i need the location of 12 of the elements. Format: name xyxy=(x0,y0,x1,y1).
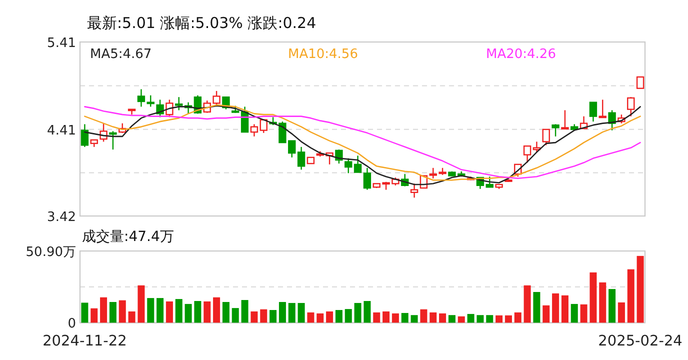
y-tick-label: 3.42 xyxy=(47,210,76,225)
text: MA10:4.56 xyxy=(288,47,358,62)
y-tick-label: 0 xyxy=(68,316,76,332)
chart-title: 最新:5.01 涨幅:5.03% 涨跌:0.24 xyxy=(87,14,316,32)
y-tick-label: 50.90万 xyxy=(26,245,76,260)
y-tick-label: 5.41 xyxy=(47,36,76,51)
chart-title: 成交量:47.4万 xyxy=(82,229,174,245)
text: MA20:4.26 xyxy=(486,47,556,62)
y-tick-label: 4.41 xyxy=(47,123,76,138)
x-tick-label: 2025-02-24 xyxy=(598,334,682,350)
text: MA5:4.67 xyxy=(90,47,152,62)
x-tick-label: 2024-11-22 xyxy=(42,334,127,350)
